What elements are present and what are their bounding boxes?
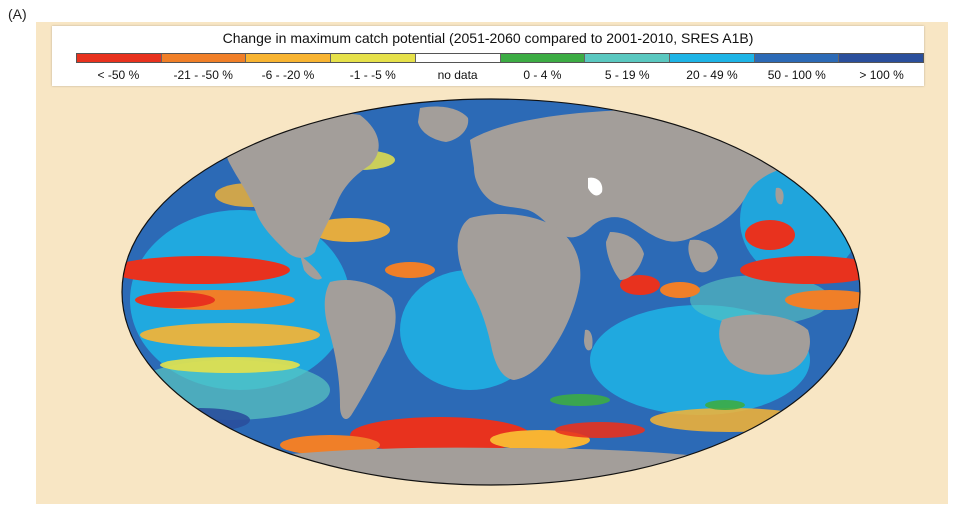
legend-label: 0 - 4 % [523,68,562,82]
legend-label: no data [437,68,478,82]
legend-label: 5 - 19 % [604,68,650,82]
legend-label: 50 - 100 % [767,68,826,82]
legend-swatch [839,54,924,62]
legend-swatch [77,54,162,62]
legend-swatch [669,54,755,62]
legend-swatch [246,54,332,62]
legend-swatch [754,54,840,62]
legend-swatch [331,54,416,62]
legend-swatch [161,54,247,62]
legend-label: < -50 % [97,68,140,82]
legend-labels: < -50 % -21 - -50 % -6 - -20 % -1 - -5 %… [76,68,924,82]
panel-label: (A) [8,6,27,22]
ocean-field [122,99,860,485]
legend-title: Change in maximum catch potential (2051-… [222,30,754,46]
legend-label: -1 - -5 % [349,68,396,82]
land-masses [180,106,851,485]
map-outline [121,98,861,486]
legend-swatch [415,54,501,62]
legend-label: > 100 % [859,68,904,82]
legend: Change in maximum catch potential (2051-… [52,26,924,86]
legend-swatch [585,54,670,62]
legend-label: 20 - 49 % [686,68,738,82]
no-data-region [588,177,603,196]
legend-swatch [500,54,586,62]
legend-label: -21 - -50 % [173,68,233,82]
legend-color-bar [76,53,924,63]
legend-label: -6 - -20 % [261,68,315,82]
